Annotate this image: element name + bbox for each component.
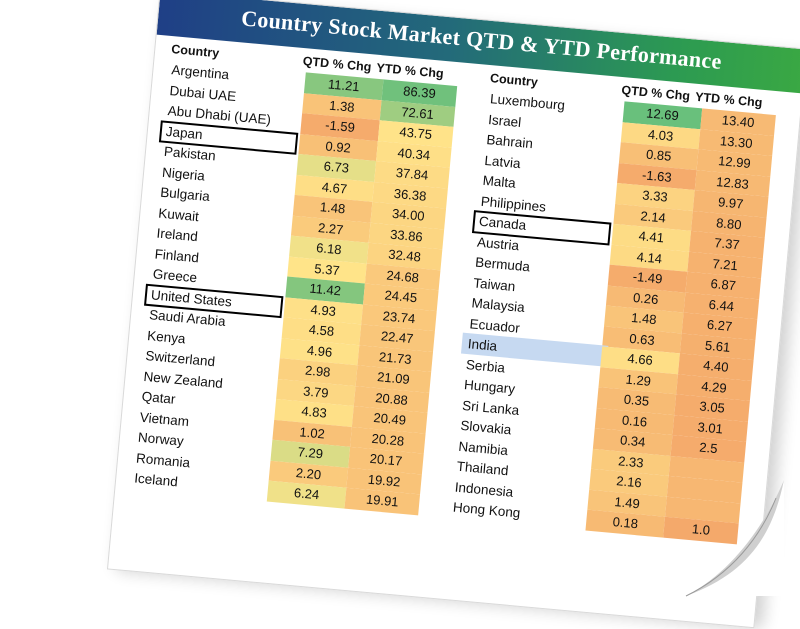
- country-name: Namibia: [457, 438, 509, 458]
- header-qtd: QTD % Chg: [302, 54, 372, 75]
- country-name: Israel: [487, 111, 522, 130]
- country-name: India: [467, 336, 498, 354]
- country-name: Vietnam: [139, 409, 190, 429]
- country-name: Argentina: [170, 62, 230, 83]
- country-name: Luxembourg: [489, 91, 566, 113]
- country-name: Nigeria: [161, 164, 206, 184]
- chart-title: Country Stock Market QTD & YTD Performan…: [240, 5, 723, 74]
- country-name: Greece: [152, 266, 198, 286]
- country-name: Malta: [482, 172, 517, 191]
- page-curl-icon: [685, 480, 784, 597]
- country-name: Switzerland: [144, 347, 216, 370]
- country-name: Qatar: [141, 388, 177, 407]
- country-name: Latvia: [483, 152, 522, 171]
- country-name: Kuwait: [157, 205, 200, 224]
- country-name: Sri Lanka: [461, 397, 520, 418]
- country-name: Thailand: [456, 458, 510, 479]
- country-name: Bahrain: [485, 132, 534, 152]
- country-name: Indonesia: [454, 479, 514, 500]
- header-ytd: YTD % Chg: [694, 89, 763, 110]
- country-name: Finland: [154, 245, 200, 265]
- country-name: Norway: [137, 429, 185, 449]
- country-name: Hong Kong: [452, 499, 522, 521]
- header-ytd: YTD % Chg: [375, 60, 445, 81]
- country-name: Iceland: [133, 470, 179, 490]
- country-name: Ecuador: [469, 315, 521, 336]
- header-country: Country: [170, 42, 220, 61]
- country-name: New Zealand: [142, 368, 224, 391]
- country-name: Bermuda: [474, 254, 531, 275]
- header-qtd: QTD % Chg: [620, 83, 691, 104]
- country-name: Malaysia: [470, 295, 526, 316]
- header-country: Country: [489, 71, 539, 90]
- country-name: Hungary: [463, 376, 516, 397]
- country-name: Austria: [476, 234, 520, 253]
- country-name: Ireland: [155, 225, 199, 245]
- country-name: Kenya: [146, 327, 187, 346]
- country-name: Taiwan: [472, 274, 517, 294]
- country-name: Bulgaria: [159, 184, 211, 205]
- country-name: Slovakia: [459, 417, 512, 438]
- country-name: Serbia: [465, 356, 506, 376]
- title-banner: Country Stock Market QTD & YTD Performan…: [156, 0, 800, 94]
- country-name: Dubai UAE: [168, 82, 237, 104]
- country-name: Romania: [135, 450, 191, 470]
